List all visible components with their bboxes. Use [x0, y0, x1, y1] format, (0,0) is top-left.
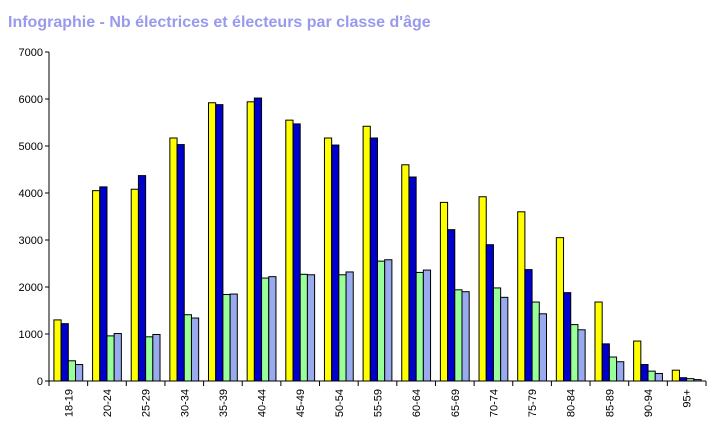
- bar-18-19-s3: [67, 360, 77, 382]
- bar-75-79-s1: [517, 211, 526, 382]
- bar-20-24-s4: [113, 333, 122, 382]
- y-tick-label: 3000: [19, 235, 43, 247]
- bar-50-54-s2: [331, 144, 340, 382]
- bar-65-69-s3: [454, 289, 463, 382]
- bar-85-89-s4: [616, 361, 625, 382]
- bar-70-74-s4: [500, 296, 509, 382]
- bar-30-34-s2: [176, 144, 185, 382]
- x-tick-label-18-19: 18-19: [63, 389, 75, 417]
- bar-40-44-s3: [261, 277, 270, 382]
- x-tick-label-65-69: 65-69: [450, 389, 462, 417]
- bar-65-69-s4: [461, 291, 470, 382]
- bar-55-59-s4: [384, 259, 393, 382]
- bar-85-89-s1: [594, 301, 603, 382]
- bar-20-24-s1: [92, 190, 101, 382]
- bar-75-79-s4: [538, 313, 547, 382]
- bar-45-49-s4: [306, 274, 316, 382]
- bar-30-34-s3: [183, 314, 192, 382]
- bar-18-19-s1: [53, 319, 62, 382]
- bar-90-94-s1: [633, 340, 642, 382]
- x-tick-label-50-54: 50-54: [334, 389, 346, 417]
- bar-55-59-s3: [377, 260, 386, 382]
- bar-95+-s1: [671, 369, 680, 382]
- bar-45-49-s2: [292, 123, 301, 382]
- bar-60-64-s4: [422, 269, 432, 382]
- bar-40-44-s2: [253, 97, 263, 382]
- bar-50-54-s1: [323, 137, 333, 382]
- x-tick-label-40-44: 40-44: [257, 389, 269, 417]
- bar-50-54-s4: [345, 271, 354, 382]
- bar-25-29-s3: [145, 336, 154, 382]
- x-tick-label-95+: 95+: [682, 389, 694, 408]
- bar-80-84-s4: [577, 329, 586, 382]
- x-tick-label-75-79: 75-79: [527, 389, 539, 417]
- bar-35-39-s2: [215, 104, 224, 382]
- bar-45-49-s1: [285, 119, 294, 382]
- bar-75-79-s2: [524, 269, 533, 382]
- bar-85-89-s2: [601, 343, 610, 382]
- y-tick-label: 2000: [19, 282, 43, 294]
- bar-50-54-s3: [338, 274, 347, 382]
- chart-title: Infographie - Nb électrices et électeurs…: [8, 14, 431, 31]
- bar-55-59-s2: [369, 137, 378, 382]
- y-tick-label: 0: [37, 376, 43, 388]
- bar-35-39-s3: [222, 294, 231, 382]
- bar-35-39-s1: [208, 102, 217, 382]
- bar-18-19-s2: [60, 323, 69, 382]
- x-tick-label-90-94: 90-94: [643, 389, 655, 417]
- bar-35-39-s4: [229, 293, 238, 382]
- bar-45-49-s3: [299, 273, 308, 382]
- x-tick-label-80-84: 80-84: [566, 389, 578, 417]
- x-tick-label-25-29: 25-29: [141, 389, 153, 417]
- bar-85-89-s3: [608, 356, 618, 382]
- bar-70-74-s3: [492, 287, 502, 382]
- bar-70-74-s1: [478, 196, 487, 382]
- y-tick-label: 5000: [19, 141, 43, 153]
- bar-80-84-s1: [555, 237, 565, 382]
- bar-18-19-s4: [75, 364, 84, 382]
- bar-20-24-s2: [99, 186, 108, 382]
- bar-75-79-s3: [531, 301, 540, 382]
- bar-70-74-s2: [485, 244, 494, 382]
- bar-90-94-s3: [647, 370, 656, 382]
- bar-90-94-s2: [640, 364, 649, 382]
- bar-90-94-s4: [654, 372, 663, 382]
- bar-25-29-s1: [130, 188, 139, 382]
- bar-65-69-s2: [447, 229, 456, 382]
- x-tick-label-35-39: 35-39: [218, 389, 230, 417]
- bar-30-34-s4: [190, 317, 200, 382]
- bar-65-69-s1: [439, 201, 449, 382]
- x-tick-label-30-34: 30-34: [179, 389, 191, 417]
- x-tick-label-20-24: 20-24: [102, 389, 114, 417]
- bar-40-44-s1: [246, 101, 255, 382]
- bar-40-44-s4: [268, 276, 277, 382]
- axes-group: 0 1000 2000 3000 4000 5000 6000 7000 18-19 20-24 2…: [19, 47, 707, 417]
- bar-20-24-s3: [106, 335, 115, 382]
- bars-group: [53, 97, 702, 382]
- x-tick-label-60-64: 60-64: [411, 389, 423, 417]
- bar-55-59-s1: [362, 125, 371, 382]
- x-tick-label-45-49: 45-49: [295, 389, 307, 417]
- x-tick-label-85-89: 85-89: [604, 389, 616, 417]
- y-tick-label: 1000: [19, 329, 43, 341]
- bar-25-29-s2: [137, 175, 147, 382]
- x-tick-label-55-59: 55-59: [373, 389, 385, 417]
- bar-80-84-s2: [563, 292, 572, 382]
- y-tick-label: 4000: [19, 188, 43, 200]
- bar-60-64-s3: [415, 271, 424, 382]
- bar-60-64-s2: [408, 176, 417, 382]
- bar-25-29-s4: [152, 333, 161, 382]
- y-tick-label: 6000: [19, 94, 43, 106]
- bar-60-64-s1: [401, 164, 410, 382]
- bar-30-34-s1: [169, 137, 178, 382]
- x-tick-label-70-74: 70-74: [488, 389, 500, 417]
- bar-80-84-s3: [570, 324, 579, 382]
- y-tick-label: 7000: [19, 47, 43, 59]
